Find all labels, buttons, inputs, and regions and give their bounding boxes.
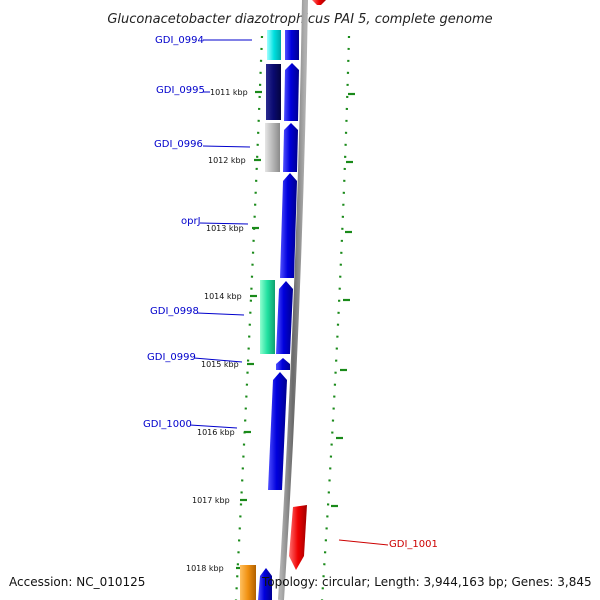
kbp-label: 1018 kbp	[186, 564, 224, 573]
gene-label-oprj[interactable]: oprJ	[181, 216, 201, 227]
gene-label-gdi-0994[interactable]: GDI_0994	[155, 35, 204, 46]
feature-bottom-orange[interactable]	[240, 565, 256, 600]
kbp-label: 1016 kbp	[197, 428, 235, 437]
gene-labels: GDI_0994 GDI_0995 GDI_0996 oprJ GDI_0998…	[143, 35, 438, 550]
cds-arrow[interactable]	[283, 123, 298, 172]
cds-arrow[interactable]	[284, 63, 299, 121]
topology-text: Topology: circular; Length: 3,944,163 bp…	[261, 575, 592, 589]
cds-arrow[interactable]	[280, 173, 297, 278]
cds-arrow[interactable]	[276, 281, 293, 354]
cds-arrow[interactable]	[276, 358, 290, 370]
feature-top-red[interactable]	[312, 0, 326, 5]
kbp-label: 1015 kbp	[201, 360, 239, 369]
gene-label-gdi-0996[interactable]: GDI_0996	[154, 139, 203, 150]
forward-strand-features	[258, 30, 299, 600]
gene-label-gdi-0998[interactable]: GDI_0998	[150, 306, 199, 317]
feature-gdi-0994[interactable]	[267, 30, 281, 60]
kbp-label: 1014 kbp	[204, 292, 242, 301]
kbp-label: 1012 kbp	[208, 156, 246, 165]
feature-gdi-0998[interactable]	[260, 280, 275, 354]
accession-text: Accession: NC_010125	[9, 575, 145, 589]
feature-gdi-0995[interactable]	[266, 64, 281, 120]
cds-arrow[interactable]	[285, 30, 299, 60]
gene-label-gdi-1000[interactable]: GDI_1000	[143, 419, 192, 430]
left-features	[260, 30, 281, 354]
feature-gdi-0996[interactable]	[265, 123, 280, 172]
genome-backbone	[278, 0, 308, 600]
map-title: Gluconacetobacter diazotrophicus PAI 5, …	[107, 12, 492, 27]
feature-gdi-1001[interactable]	[289, 505, 307, 570]
kbp-label: 1011 kbp	[210, 88, 248, 97]
gene-label-gdi-0995[interactable]: GDI_0995	[156, 85, 205, 96]
gene-label-gdi-1001[interactable]: GDI_1001	[389, 539, 438, 550]
kbp-label: 1013 kbp	[206, 224, 244, 233]
cds-arrow[interactable]	[268, 372, 287, 490]
kbp-labels: 1011 kbp 1012 kbp 1013 kbp 1014 kbp 1015…	[186, 88, 248, 573]
gene-label-gdi-0999[interactable]: GDI_0999	[147, 352, 196, 363]
kbp-label: 1017 kbp	[192, 496, 230, 505]
tick-marks	[236, 90, 355, 570]
outer-tick-track	[320, 35, 351, 600]
inner-tick-track	[234, 35, 264, 600]
cds-arrow-bottom[interactable]	[258, 568, 272, 600]
